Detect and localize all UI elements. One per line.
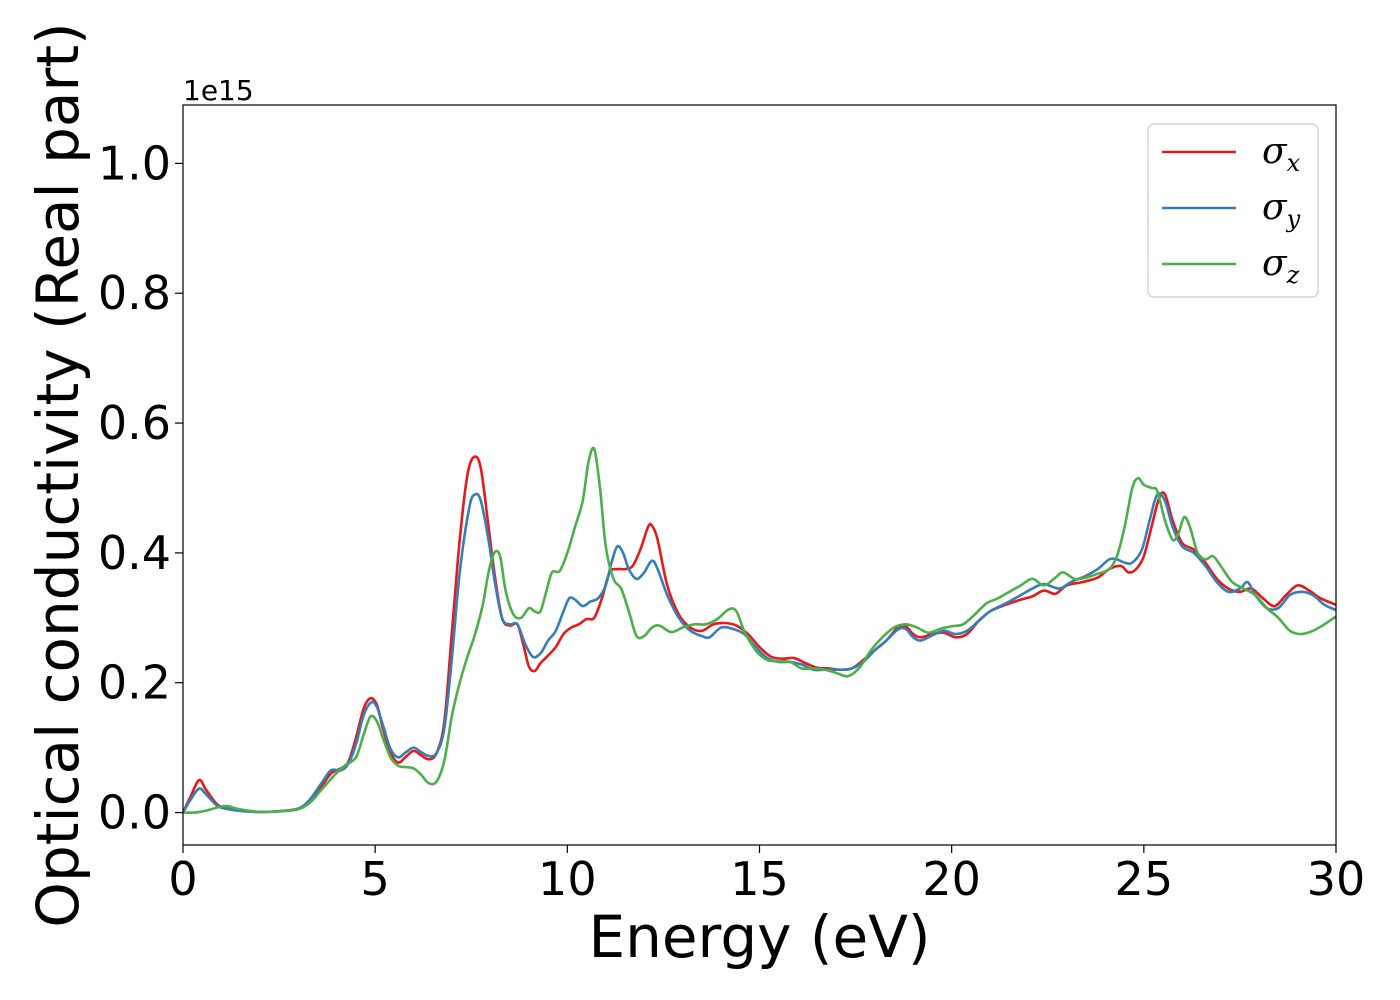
y-tick-label: 0.0 bbox=[98, 786, 171, 840]
series-layer bbox=[183, 446, 1336, 814]
legend-label-x: σx bbox=[1262, 131, 1301, 177]
x-tick-label: 0 bbox=[168, 852, 197, 906]
series-line-z bbox=[183, 446, 1336, 814]
legend-label-z: σz bbox=[1262, 243, 1300, 289]
x-tick-label: 30 bbox=[1307, 852, 1366, 906]
y-tick-label: 1.0 bbox=[98, 136, 171, 190]
y-axis-title: Optical conductivity (Real part) bbox=[24, 22, 92, 927]
plot-area bbox=[183, 105, 1336, 845]
legend: σx σy σz bbox=[1147, 123, 1319, 298]
series-line-x bbox=[183, 455, 1336, 814]
y-axis: 0.0 0.2 0.4 0.6 0.8 1.0 bbox=[98, 136, 183, 840]
legend-label-y: σy bbox=[1262, 187, 1301, 233]
x-tick-label: 20 bbox=[922, 852, 981, 906]
y-tick-label: 0.4 bbox=[98, 526, 171, 580]
y-offset-label: 1e15 bbox=[183, 74, 254, 107]
series-line-y bbox=[183, 492, 1336, 814]
y-tick-label: 0.8 bbox=[98, 266, 171, 320]
x-tick-label: 25 bbox=[1115, 852, 1174, 906]
x-axis-title: Energy (eV) bbox=[588, 903, 930, 971]
x-tick-label: 5 bbox=[361, 852, 390, 906]
y-tick-label: 0.2 bbox=[98, 656, 171, 710]
y-tick-label: 0.6 bbox=[98, 396, 171, 450]
legend-frame bbox=[1147, 123, 1319, 298]
x-tick-label: 10 bbox=[538, 852, 597, 906]
x-axis: 0 5 10 15 20 25 30 bbox=[168, 845, 1365, 906]
x-tick-label: 15 bbox=[730, 852, 789, 906]
